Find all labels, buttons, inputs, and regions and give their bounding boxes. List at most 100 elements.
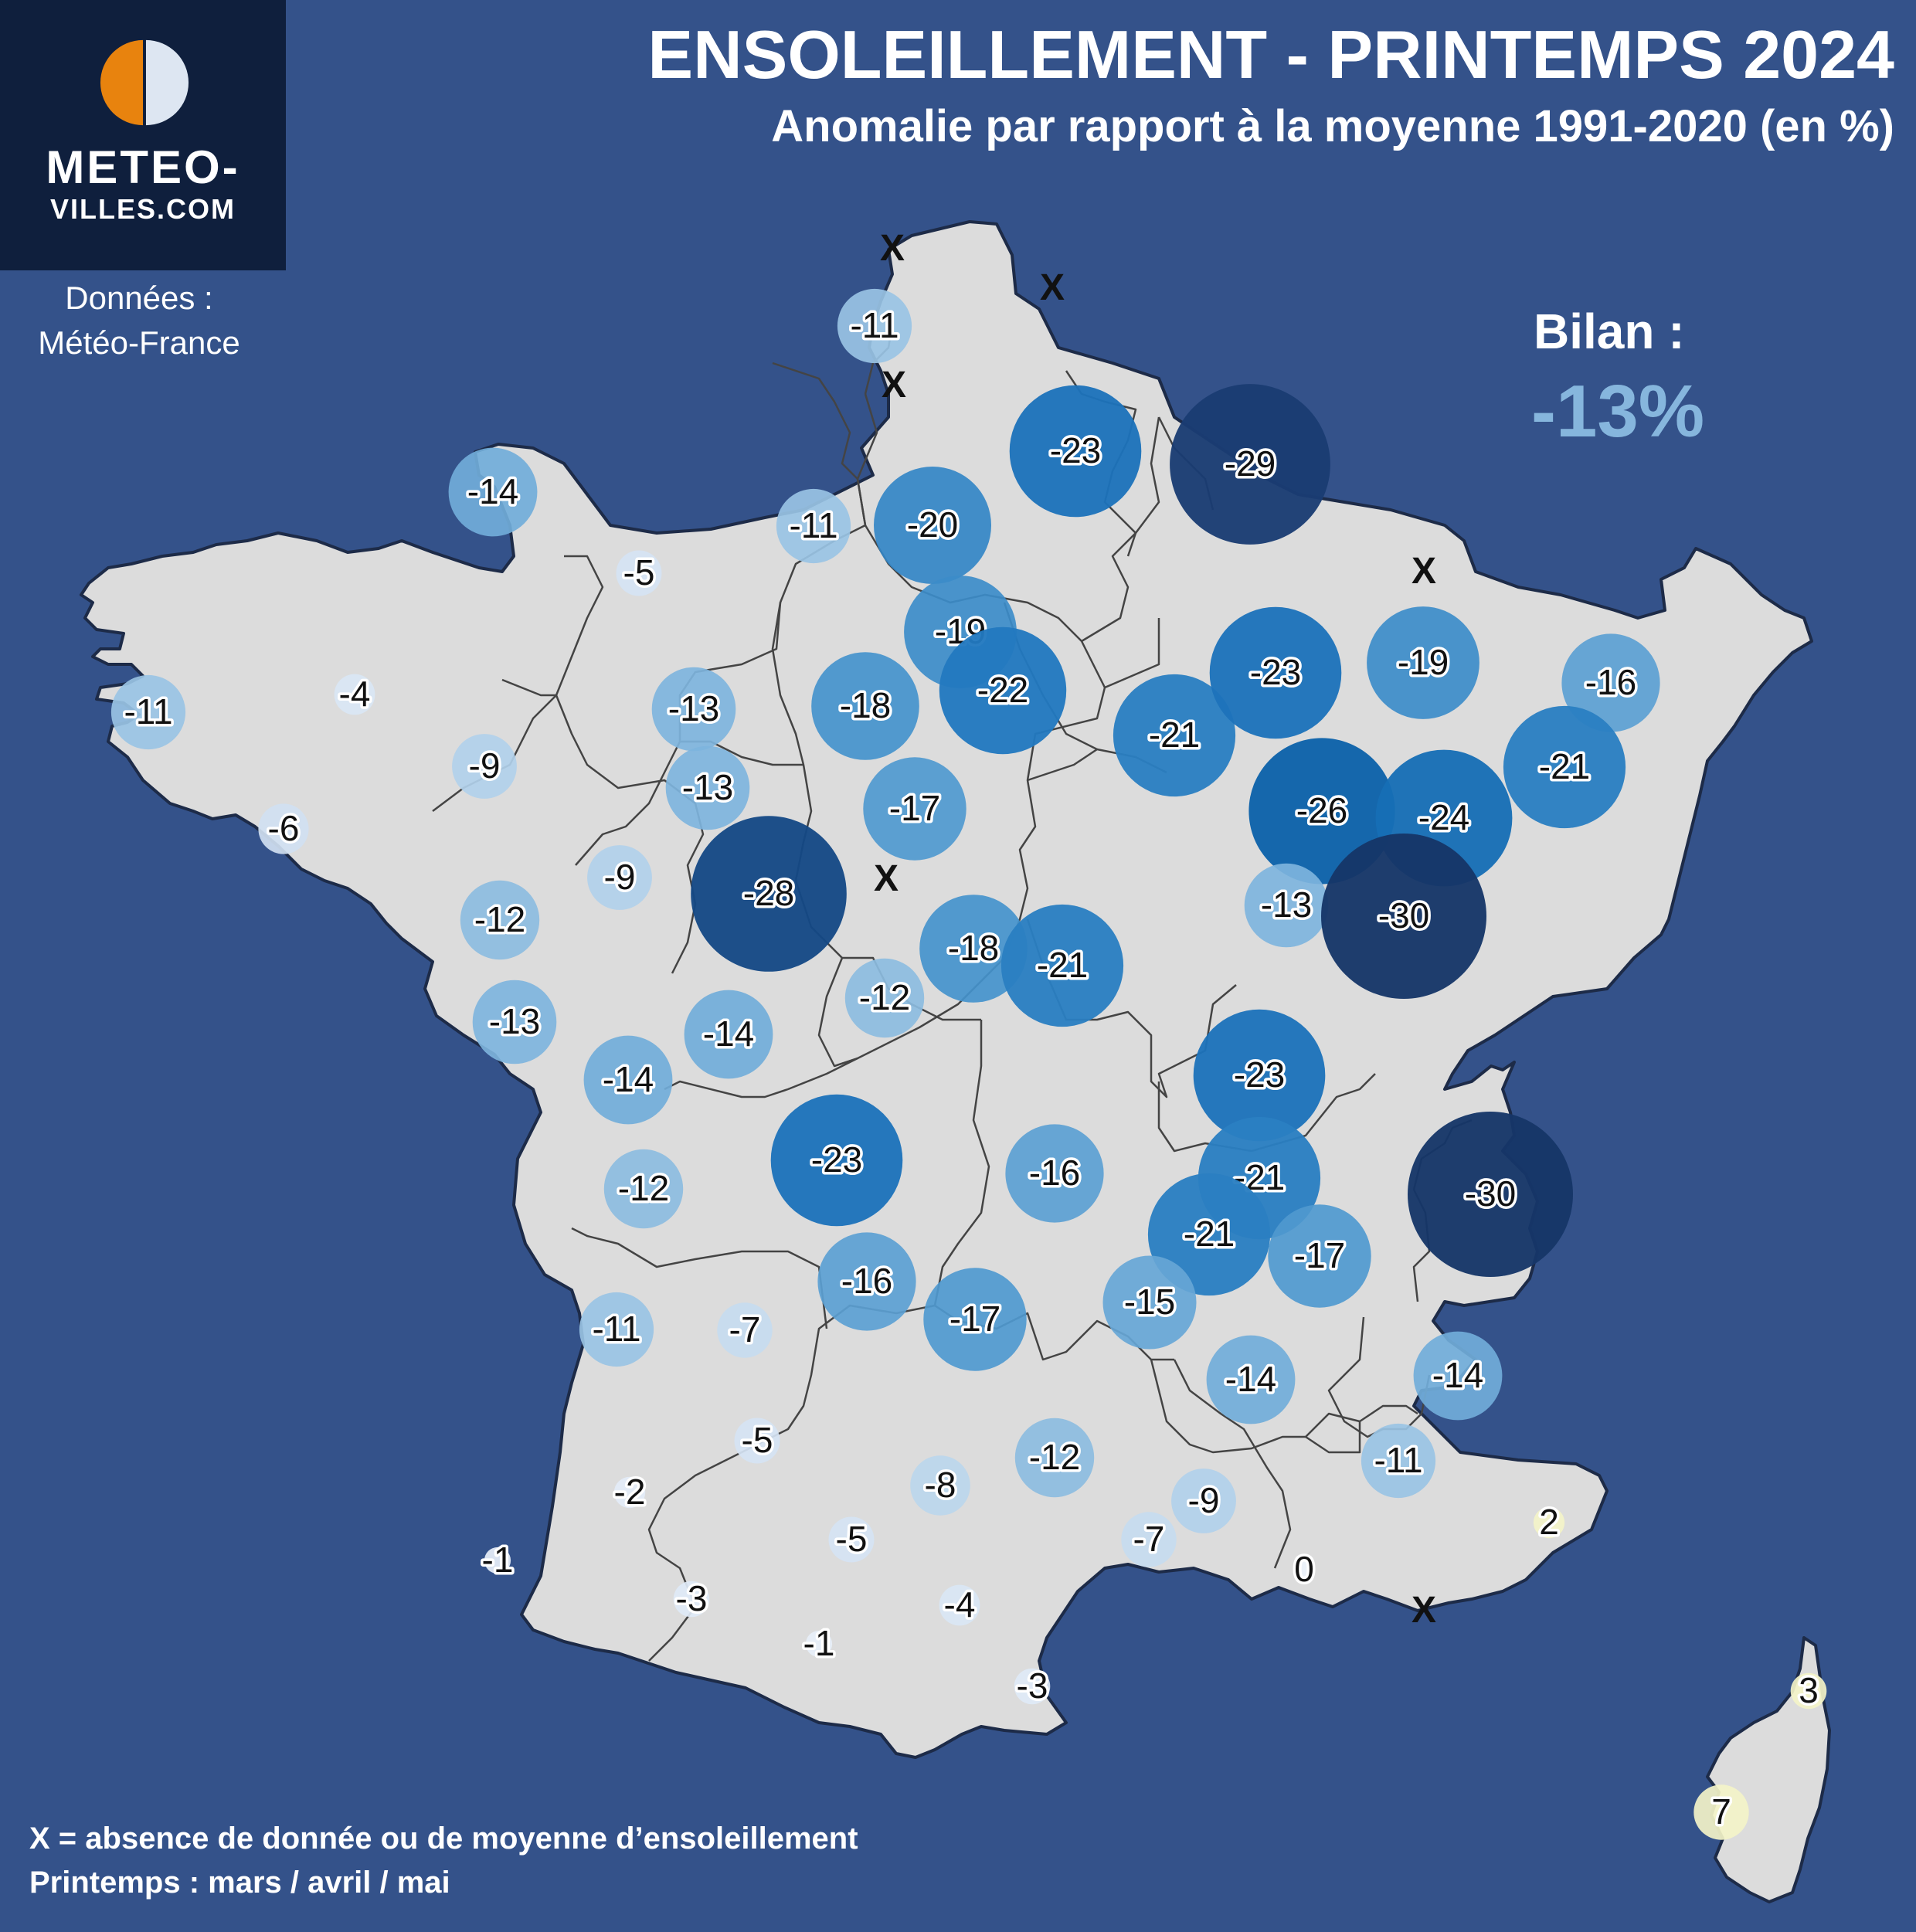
summary-label: Bilan : xyxy=(1534,304,1685,359)
station-value: -13 xyxy=(682,767,733,807)
station-marker: -1 xyxy=(479,1537,516,1583)
station-marker: -23 xyxy=(770,1094,903,1227)
station-bubble xyxy=(583,1035,673,1125)
station-value: -6 xyxy=(268,808,300,848)
station-bubble xyxy=(1113,674,1236,797)
station-value: -22 xyxy=(977,670,1028,710)
station-bubble xyxy=(1147,1173,1271,1296)
station-bubble xyxy=(334,674,375,715)
station-value: -7 xyxy=(1133,1519,1165,1559)
station-marker: -12 xyxy=(460,880,540,960)
station-value: -17 xyxy=(889,788,940,828)
station-value: -23 xyxy=(811,1139,862,1180)
station-value: -14 xyxy=(603,1059,654,1099)
station-value: -11 xyxy=(789,505,837,545)
station-bubble xyxy=(448,447,538,537)
station-value: -7 xyxy=(729,1309,761,1350)
station-value: -29 xyxy=(1225,443,1276,484)
station-value: -5 xyxy=(742,1420,773,1460)
missing-data-note: X = absence de donnée ou de moyenne d’en… xyxy=(29,1822,858,1856)
station-marker: -5 xyxy=(734,1418,780,1464)
station-marker: -12 xyxy=(603,1149,684,1229)
station-bubble xyxy=(1533,1506,1565,1539)
station-value: -21 xyxy=(1184,1214,1235,1254)
station-marker: 2 xyxy=(1533,1499,1565,1545)
station-marker: -29 xyxy=(1170,384,1330,545)
station-value: -26 xyxy=(1296,790,1347,830)
station-bubble xyxy=(613,1476,646,1509)
station-value: -9 xyxy=(604,857,636,897)
station-value: -4 xyxy=(944,1584,976,1625)
station-value: -21 xyxy=(1037,945,1088,985)
logo-line-1: METEO- xyxy=(46,141,240,193)
station-bubble xyxy=(939,1584,980,1626)
station-value: 2 xyxy=(1539,1502,1559,1542)
station-marker: -14 xyxy=(1206,1335,1296,1424)
station-marker: -21 xyxy=(1000,904,1124,1027)
missing-data-markers: X X X X X X xyxy=(874,228,1436,1631)
station-marker: -17 xyxy=(863,757,966,861)
station-value: -16 xyxy=(841,1261,892,1301)
station-value: -12 xyxy=(859,977,910,1017)
station-bubble xyxy=(472,980,557,1064)
station-marker: -6 xyxy=(258,803,309,854)
station-value: -20 xyxy=(907,504,958,545)
station-bubble xyxy=(1014,1668,1051,1705)
station-value: -3 xyxy=(676,1578,708,1618)
station-marker: -18 xyxy=(811,652,919,760)
station-bubble xyxy=(1193,1009,1326,1142)
summary-value: -13% xyxy=(1531,370,1705,453)
station-marker: -14 xyxy=(448,447,538,537)
station-bubble xyxy=(919,895,1028,1003)
station-marker: -1 xyxy=(800,1621,837,1666)
station-marker: -4 xyxy=(939,1582,980,1628)
station-bubble xyxy=(817,1232,916,1331)
map-subtitle: Anomalie par rapport à la moyenne 1991-2… xyxy=(771,101,1894,151)
station-marker: 3 xyxy=(1790,1668,1827,1713)
station-bubble xyxy=(1102,1255,1197,1350)
station-value: -13 xyxy=(1261,885,1312,925)
station-marker: -17 xyxy=(1268,1204,1371,1308)
station-bubble xyxy=(1293,1559,1315,1581)
station-marker: -11 xyxy=(579,1292,654,1367)
station-bubble xyxy=(1244,863,1329,948)
station-value: -12 xyxy=(1029,1437,1080,1477)
missing-data-marker: X xyxy=(1040,267,1065,308)
station-marker: -5 xyxy=(616,550,662,596)
logo-line-2: VILLES.COM xyxy=(49,193,236,225)
station-marker: 7 xyxy=(1693,1784,1749,1840)
station-marker: -20 xyxy=(874,467,991,584)
station-value: -30 xyxy=(1465,1173,1516,1214)
station-marker: -14 xyxy=(684,990,773,1079)
station-bubble xyxy=(258,803,309,854)
station-value: -23 xyxy=(1234,1054,1285,1095)
station-marker: -13 xyxy=(1244,863,1329,948)
station-value: -1 xyxy=(803,1623,835,1663)
station-bubble xyxy=(828,1516,875,1563)
station-value: -17 xyxy=(1294,1235,1345,1275)
station-marker: -21 xyxy=(1113,674,1236,797)
station-marker: -3 xyxy=(1014,1663,1051,1709)
station-value: -1 xyxy=(482,1540,514,1580)
station-marker: -11 xyxy=(837,288,912,364)
station-value: -14 xyxy=(1432,1355,1483,1395)
station-bubble xyxy=(770,1094,903,1227)
station-marker: -14 xyxy=(1413,1331,1503,1421)
station-value: -2 xyxy=(614,1472,646,1512)
source-name: Météo-France xyxy=(38,324,240,361)
station-value: -11 xyxy=(124,691,172,732)
station-value: -21 xyxy=(1539,746,1590,786)
station-marker: -13 xyxy=(472,980,557,1064)
station-bubble xyxy=(665,745,750,830)
station-marker: -11 xyxy=(110,674,186,750)
station-bubble xyxy=(579,1292,654,1367)
station-bubble xyxy=(684,990,773,1079)
station-bubble xyxy=(1413,1331,1503,1421)
station-marker: -23 xyxy=(1209,606,1342,739)
station-marker: -7 xyxy=(1121,1512,1177,1567)
station-marker: -13 xyxy=(651,667,736,752)
station-value: -13 xyxy=(668,688,719,728)
station-bubble xyxy=(1321,834,1486,999)
station-marker: -16 xyxy=(1561,633,1660,732)
station-value: -28 xyxy=(743,873,794,913)
